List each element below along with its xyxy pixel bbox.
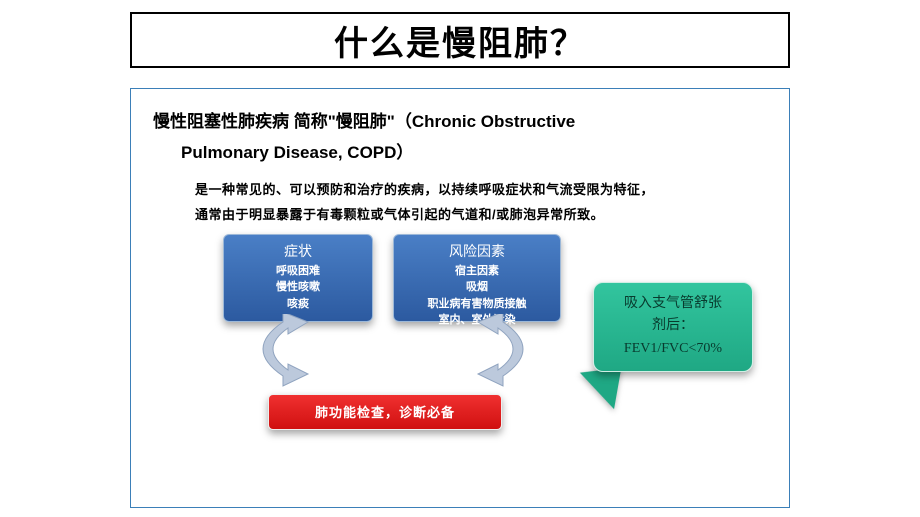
content-frame: 慢性阻塞性肺疾病 简称"慢阻肺"（Chronic Obstructive Pul…	[130, 88, 790, 508]
callout-line3: FEV1/FVC<70%	[624, 338, 722, 360]
risk-item: 宿主因素	[402, 263, 552, 280]
risk-title: 风险因素	[402, 241, 552, 261]
page-title: 什么是慢阻肺？	[334, 16, 586, 65]
title-container: 什么是慢阻肺？	[130, 12, 790, 68]
symptoms-item: 咳痰	[232, 296, 364, 313]
callout-box: 吸入支气管舒张 剂后： FEV1/FVC<70%	[593, 282, 753, 372]
symptoms-item: 呼吸困难	[232, 263, 364, 280]
description-block: 是一种常见的、可以预防和治疗的疾病，以持续呼吸症状和气流受限为特征， 通常由于明…	[195, 178, 767, 227]
callout-line1: 吸入支气管舒张	[624, 293, 722, 315]
risk-factors-box: 风险因素 宿主因素 吸烟 职业病有害物质接触 室内、室外污染	[393, 234, 561, 322]
risk-item: 职业病有害物质接触	[402, 296, 552, 313]
diagnosis-box: 肺功能检查，诊断必备	[268, 394, 502, 430]
diagnosis-text: 肺功能检查，诊断必备	[315, 402, 455, 421]
flow-arrows-icon	[213, 314, 573, 404]
callout-line2: 剂后：	[652, 315, 694, 337]
symptoms-box: 症状 呼吸困难 慢性咳嗽 咳痰	[223, 234, 373, 322]
description-line1: 是一种常见的、可以预防和治疗的疾病，以持续呼吸症状和气流受限为特征，	[195, 178, 767, 203]
symptoms-item: 慢性咳嗽	[232, 279, 364, 296]
definition-line1: 慢性阻塞性肺疾病 简称"慢阻肺"（Chronic Obstructive	[153, 107, 767, 138]
diagram-area: 症状 呼吸困难 慢性咳嗽 咳痰 风险因素 宿主因素 吸烟 职业病有害物质接触 室…	[153, 234, 767, 464]
symptoms-title: 症状	[232, 241, 364, 261]
definition-line2: Pulmonary Disease, COPD）	[181, 138, 767, 169]
risk-item: 吸烟	[402, 279, 552, 296]
description-line2: 通常由于明显暴露于有毒颗粒或气体引起的气道和/或肺泡异常所致。	[195, 203, 767, 228]
